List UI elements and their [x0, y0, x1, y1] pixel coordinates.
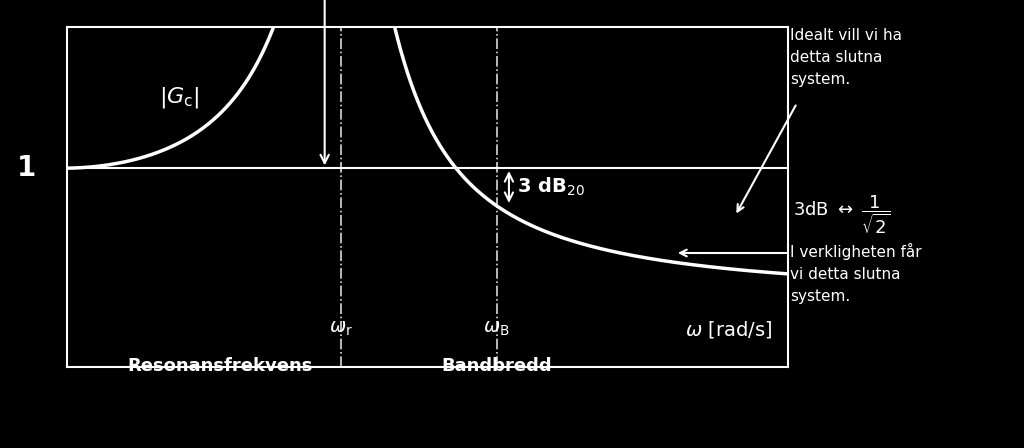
Text: 1: 1 — [17, 154, 37, 182]
Text: $|G_\mathrm{c}|$: $|G_\mathrm{c}|$ — [160, 85, 200, 110]
Text: $\omega$ [rad/s]: $\omega$ [rad/s] — [685, 319, 772, 340]
Text: Idealt vill vi ha
detta slutna
system.: Idealt vill vi ha detta slutna system. — [790, 28, 902, 87]
Text: Resonansfrekvens: Resonansfrekvens — [127, 357, 312, 375]
Text: Bandbredd: Bandbredd — [441, 357, 552, 375]
Text: 3dB $\leftrightarrow$ $\dfrac{1}{\sqrt{2}}$: 3dB $\leftrightarrow$ $\dfrac{1}{\sqrt{2… — [793, 194, 890, 237]
Text: I verkligheten får
vi detta slutna
system.: I verkligheten får vi detta slutna syste… — [790, 243, 922, 304]
Text: $\omega_\mathrm{B}$: $\omega_\mathrm{B}$ — [483, 319, 510, 337]
Text: 3 dB$_{20}$: 3 dB$_{20}$ — [517, 176, 585, 198]
Text: $\omega_\mathrm{r}$: $\omega_\mathrm{r}$ — [329, 319, 353, 337]
